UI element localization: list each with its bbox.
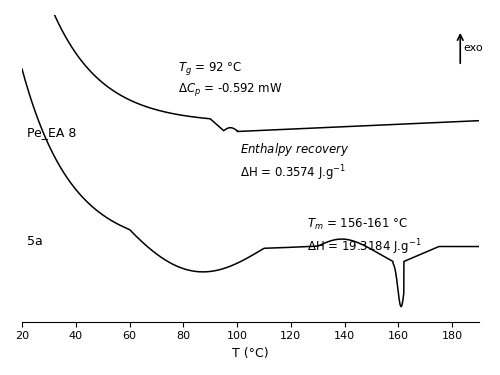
Text: Pe_EA 8: Pe_EA 8 <box>28 126 77 139</box>
Text: $T_m$ = 156-161 °C
$\Delta$H = 19.3184 J.g$^{-1}$: $T_m$ = 156-161 °C $\Delta$H = 19.3184 J… <box>307 216 422 257</box>
Text: 5a: 5a <box>28 234 43 248</box>
Text: $\it{Enthalpy\ recovery}$
$\Delta$H = 0.3574 J.g$^{-1}$: $\it{Enthalpy\ recovery}$ $\Delta$H = 0.… <box>240 141 349 183</box>
X-axis label: T (°C): T (°C) <box>232 347 269 360</box>
Text: exo: exo <box>463 43 482 53</box>
Text: $T_g$ = 92 °C
$\Delta C_p$ = -0.592 mW: $T_g$ = 92 °C $\Delta C_p$ = -0.592 mW <box>178 60 282 99</box>
